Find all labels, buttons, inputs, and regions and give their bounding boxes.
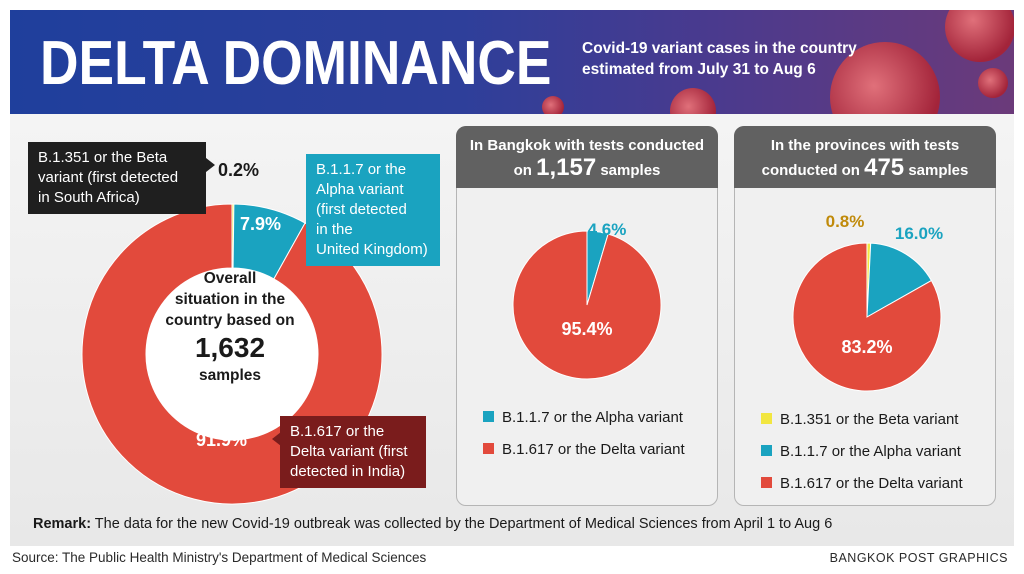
content-area: Overall situation in the country based o… [10, 114, 1014, 546]
remark-label: Remark: [33, 516, 92, 532]
header-banner: DELTA DOMINANCE Covid-19 variant cases i… [10, 10, 1014, 114]
delta-callout-line: Delta variant (first [290, 443, 408, 460]
beta-percent-label: 0.2% [218, 160, 260, 180]
alpha-swatch-icon [761, 445, 772, 456]
donut-center-number: 1,632 [194, 332, 266, 363]
donut-center-line1: Overall [203, 270, 257, 287]
alpha-callout: B.1.1.7 or the Alpha variant (first dete… [306, 154, 440, 266]
provinces-panel-title: In the provinces with tests conducted on… [734, 126, 996, 188]
provinces-sample-count: 475 [864, 154, 905, 181]
provinces-title-line2: conducted on 475 samples [734, 154, 996, 182]
legend-label: B.1.1.7 or the Alpha variant [502, 409, 683, 426]
provinces-pie-slice-1 [866, 242, 933, 318]
provinces-legend-alpha: B.1.1.7 or the Alpha variant [761, 443, 961, 460]
provinces-delta-label: 83.2% [841, 337, 892, 357]
provinces-pie-chart: 0.8% 16.0% 83.2% [792, 212, 943, 392]
remark-body: The data for the new Covid-19 outbreak w… [91, 516, 833, 532]
alpha-percent-label: 7.9% [240, 214, 282, 234]
legend-label: B.1.617 or the Delta variant [502, 441, 685, 458]
bangkok-title-line1: In Bangkok with tests conducted [469, 137, 705, 154]
bangkok-delta-label: 95.4% [561, 319, 612, 339]
delta-callout-pointer [272, 432, 281, 446]
page-title: DELTA DOMINANCE [40, 29, 552, 98]
provinces-title-on: conducted on [761, 162, 860, 179]
delta-callout-line: detected in India) [290, 463, 406, 480]
donut-center-line2: situation in the [174, 291, 286, 308]
remark-text: Remark: The data for the new Covid-19 ou… [33, 516, 832, 532]
donut-center-unit: samples [198, 367, 262, 384]
credit-text: BANGKOK POST GRAPHICS [829, 551, 1008, 565]
beta-callout-line: B.1.351 or the Beta [38, 149, 168, 166]
bangkok-legend-delta: B.1.617 or the Delta variant [483, 441, 685, 458]
bangkok-alpha-label: 4.6% [588, 220, 627, 239]
beta-callout-line: in South Africa) [38, 189, 140, 206]
delta-percent-label: 91.9% [196, 430, 248, 450]
donut-center-text: Overall situation in the country based o… [150, 268, 310, 386]
delta-callout: B.1.617 or the Delta variant (first dete… [280, 416, 426, 488]
bangkok-pie-chart: 4.6% 95.4% [512, 220, 662, 380]
bangkok-title-line2: on 1,157 samples [456, 154, 718, 182]
bangkok-pie-slice-1 [512, 230, 662, 380]
delta-swatch-icon [761, 477, 772, 488]
virus-decoration-icon [945, 10, 1014, 62]
bangkok-panel-title: In Bangkok with tests conducted on 1,157… [456, 126, 718, 188]
provinces-pie-slice-2 [792, 242, 942, 392]
virus-decoration-icon [542, 96, 564, 114]
delta-callout-line: B.1.617 or the [290, 423, 385, 440]
provinces-title-unit: samples [908, 162, 969, 179]
legend-label: B.1.1.7 or the Alpha variant [780, 443, 961, 460]
beta-callout-line: variant (first detected [38, 169, 179, 186]
provinces-panel: In the provinces with tests conducted on… [734, 126, 996, 506]
alpha-swatch-icon [483, 411, 494, 422]
virus-decoration-icon [978, 68, 1008, 98]
alpha-callout-line: B.1.1.7 or the [316, 161, 407, 178]
legend-label: B.1.351 or the Beta variant [780, 411, 959, 428]
provinces-legend-delta: B.1.617 or the Delta variant [761, 475, 963, 492]
provinces-alpha-label: 16.0% [895, 224, 943, 243]
bangkok-legend-alpha: B.1.1.7 or the Alpha variant [483, 409, 683, 426]
alpha-callout-line: Alpha variant [316, 181, 404, 198]
donut-center-disk [146, 268, 318, 440]
page-subtitle: Covid-19 variant cases in the country es… [582, 40, 857, 78]
provinces-legend-beta: B.1.351 or the Beta variant [761, 411, 958, 428]
bangkok-panel: In Bangkok with tests conducted on 1,157… [456, 126, 718, 506]
alpha-callout-line: United Kingdom) [316, 241, 428, 258]
alpha-callout-line: in the [316, 221, 353, 238]
alpha-callout-line: (first detected [316, 201, 407, 218]
provinces-title-line1: In the provinces with tests [770, 137, 960, 154]
bangkok-title-unit: samples [600, 162, 661, 179]
source-text: Source: The Public Health Ministry's Dep… [12, 550, 427, 565]
provinces-beta-label: 0.8% [826, 212, 865, 231]
donut-center-line3: country based on [165, 312, 295, 329]
beta-callout: B.1.351 or the Beta variant (first detec… [28, 142, 206, 214]
bangkok-sample-count: 1,157 [536, 154, 597, 181]
beta-swatch-icon [761, 413, 772, 424]
beta-callout-pointer [206, 158, 215, 172]
delta-swatch-icon [483, 443, 494, 454]
bangkok-title-on: on [513, 162, 532, 179]
virus-decoration-icon [670, 88, 716, 114]
legend-label: B.1.617 or the Delta variant [780, 475, 963, 492]
